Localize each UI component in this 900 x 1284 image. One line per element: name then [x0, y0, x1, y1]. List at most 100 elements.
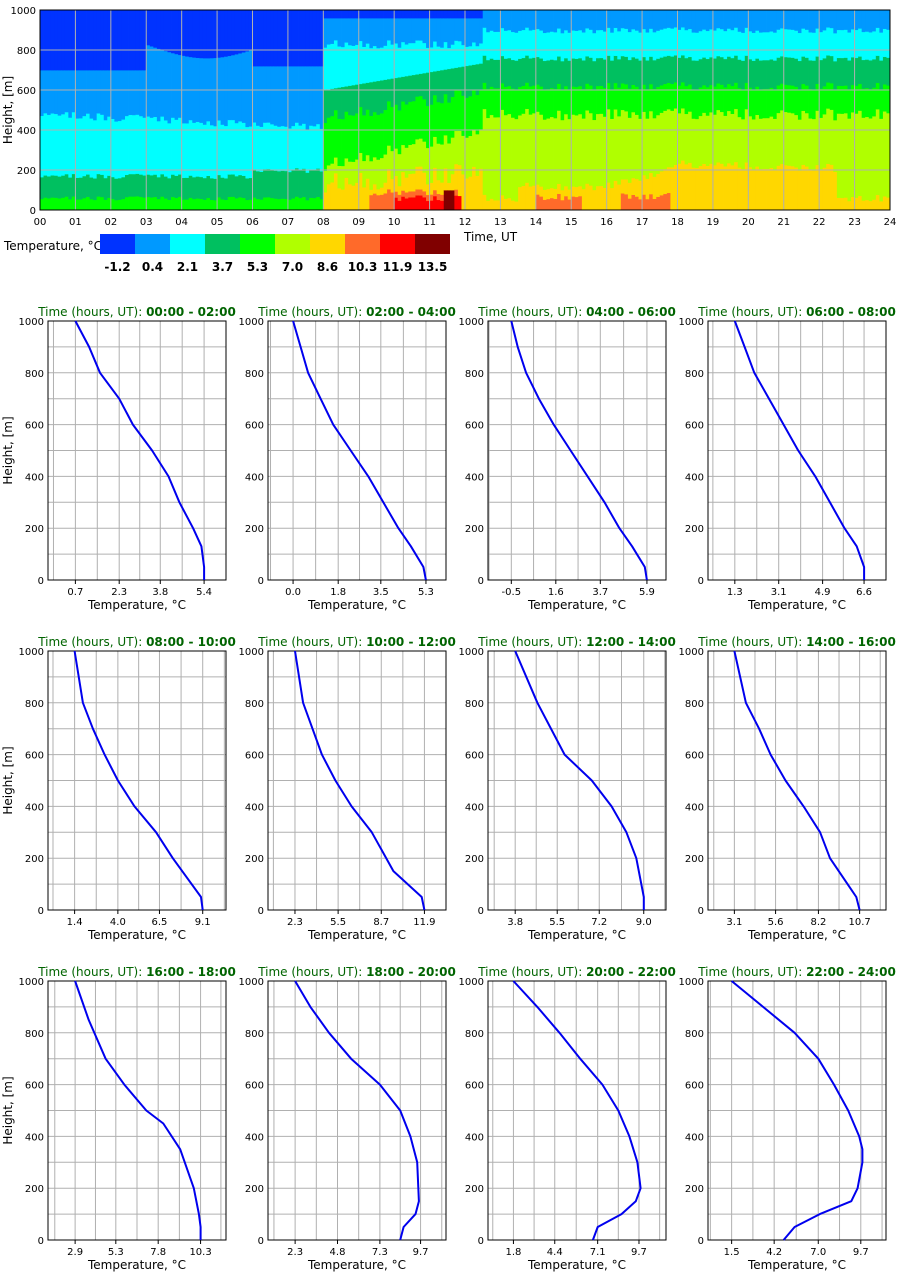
- heatmap-cell: [564, 57, 569, 87]
- heatmap-cell: [787, 84, 792, 113]
- y-tick-label: 600: [245, 421, 264, 432]
- heatmap-cell: [659, 171, 664, 196]
- heatmap-cell: [383, 18, 388, 46]
- heatmap-cell: [54, 10, 59, 71]
- heatmap-cell: [156, 24, 161, 49]
- heatmap-cell: [365, 109, 370, 156]
- profile-panel-8: 3.1 5.6 8.2 10.702004006008001000Temperatur…: [679, 635, 896, 942]
- heatmap-cell: [571, 186, 576, 197]
- heatmap-cell: [440, 18, 445, 48]
- heatmap-cell: [617, 30, 622, 60]
- heatmap-cell: [443, 167, 448, 191]
- heatmap-cell: [295, 122, 299, 169]
- heatmap-cell: [174, 175, 179, 199]
- heatmap-cell: [114, 121, 119, 179]
- heatmap-cell: [673, 10, 678, 28]
- heatmap-cell: [882, 28, 887, 57]
- y-tick-label: 1000: [459, 647, 484, 658]
- heatmap-cell: [656, 114, 661, 174]
- heatmap-cell: [224, 178, 229, 201]
- heatmap-cell: [341, 165, 345, 190]
- heatmap-cell: [631, 10, 636, 30]
- heatmap-cell: [666, 82, 671, 110]
- heatmap-cell: [457, 40, 462, 68]
- heatmap-cell: [805, 29, 809, 58]
- heatmap-cell: [673, 27, 678, 56]
- heatmap-cell: [613, 10, 618, 28]
- heatmap-cell: [596, 57, 600, 87]
- heatmap-cell: [652, 31, 657, 61]
- heatmap-cell: [78, 199, 83, 211]
- y-tick-label: 1000: [239, 647, 264, 658]
- heatmap-cell: [387, 168, 392, 190]
- heatmap-cell: [511, 200, 515, 211]
- heatmap-cell: [383, 79, 388, 111]
- heatmap-cell: [649, 193, 654, 211]
- heatmap-cell: [132, 10, 137, 25]
- heatmap-cell: [167, 122, 172, 179]
- heatmap-cell: [298, 197, 303, 211]
- heatmap-cell: [854, 197, 859, 211]
- heatmap-cell: [348, 44, 353, 86]
- heatmap-cell: [372, 18, 377, 47]
- heatmap-cell: [436, 101, 441, 144]
- heatmap-cell: [344, 18, 349, 43]
- heatmap-cell: [312, 169, 317, 199]
- heatmap-cell: [585, 28, 590, 57]
- heatmap-cell: [171, 117, 175, 175]
- heatmap-cell: [836, 57, 841, 86]
- heatmap-cell: [440, 200, 445, 211]
- heatmap-cell: [596, 185, 600, 211]
- heatmap-cell: [716, 55, 721, 84]
- heatmap-cell: [829, 83, 834, 110]
- heatmap-cell: [344, 10, 349, 19]
- heatmap-cell: [341, 189, 345, 211]
- heatmap-cell: [482, 27, 487, 56]
- y-tick-label: 200: [25, 1184, 44, 1195]
- heatmap-cell: [401, 196, 406, 211]
- profile-panel-9: 2.9 5.3 7.8 10.302004006008001000Temperatur…: [1, 965, 236, 1272]
- heatmap-cell: [457, 18, 462, 42]
- heatmap-cell: [110, 24, 115, 71]
- heatmap-cell: [773, 118, 778, 170]
- heatmap-cell: [493, 59, 498, 89]
- heatmap-cell: [606, 10, 611, 28]
- heatmap-cell: [553, 117, 558, 190]
- heatmap-cell: [627, 10, 632, 33]
- heatmap-cell: [709, 84, 714, 113]
- heatmap-cell: [220, 177, 225, 200]
- heatmap-cell: [309, 169, 314, 198]
- heatmap-cell: [160, 49, 165, 117]
- heatmap-cell: [217, 10, 222, 56]
- heatmap-cell: [440, 102, 445, 145]
- heatmap-cell: [220, 199, 225, 211]
- heatmap-cell: [295, 10, 299, 67]
- heatmap-cell: [358, 10, 363, 19]
- y-tick-label: 800: [17, 46, 36, 57]
- x-tick-label: 1.3: [727, 587, 743, 598]
- heatmap-cell: [567, 189, 572, 200]
- heatmap-cell: [684, 113, 689, 165]
- heatmap-cell: [411, 143, 416, 174]
- heatmap-cell: [847, 60, 852, 90]
- heatmap-cell: [256, 66, 260, 126]
- heatmap-cell: [475, 63, 480, 96]
- heatmap-cell: [213, 125, 218, 179]
- heatmap-cell: [295, 66, 299, 123]
- heatmap-cell: [843, 197, 848, 211]
- heatmap-cell: [851, 112, 855, 198]
- heatmap-cell: [758, 60, 763, 90]
- heatmap-cell: [776, 165, 781, 211]
- heatmap-cell: [465, 18, 469, 47]
- heatmap-cell: [277, 170, 282, 200]
- heatmap: 00 01 02 03 04 05 06 07 08 09 10 11 12 13 14 15 16 17 18 19…: [1, 6, 896, 244]
- y-tick-label: 1000: [239, 977, 264, 988]
- heatmap-cell: [730, 85, 735, 115]
- heatmap-cell: [125, 174, 129, 198]
- heatmap-cell: [758, 118, 763, 170]
- y-tick-label: 200: [17, 166, 36, 177]
- heatmap-cell: [248, 126, 253, 179]
- heatmap-cell: [440, 182, 445, 195]
- heatmap-cell: [790, 57, 795, 86]
- heatmap-cell: [801, 110, 806, 165]
